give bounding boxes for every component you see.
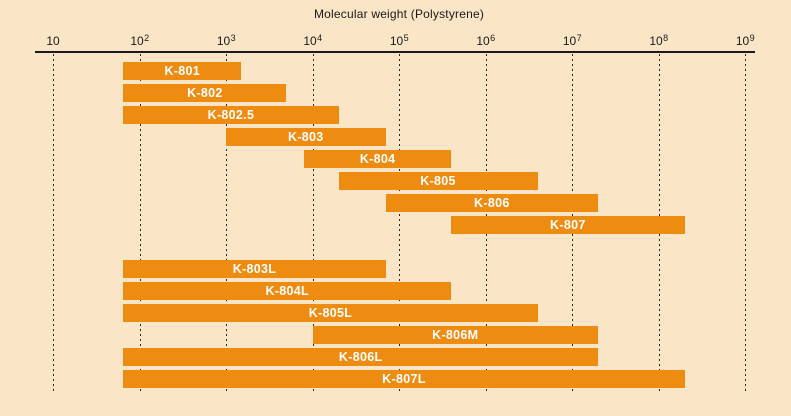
chart-title: Molecular weight (Polystyrene)	[313, 7, 485, 21]
x-axis-line	[35, 51, 755, 53]
x-tick-exponent: 9	[749, 33, 755, 43]
column-range-bar: K-803L	[123, 260, 386, 278]
x-tick-label: 105	[389, 33, 409, 49]
column-range-bar: K-804L	[123, 282, 452, 300]
column-range-bar: K-805L	[123, 304, 538, 322]
x-tick-base: 10	[735, 34, 750, 48]
bar-label: K-804L	[265, 284, 309, 298]
gridline	[399, 54, 400, 391]
bar-label: K-805L	[308, 306, 353, 320]
bar-label: K-803	[288, 130, 324, 144]
x-tick-base: 10	[216, 34, 231, 48]
gridline	[139, 54, 141, 391]
x-tick-base: 10	[130, 34, 144, 48]
bar-label: K-806M	[432, 328, 479, 342]
bar-label: K-803L	[232, 262, 277, 276]
x-tick-label: 102	[130, 33, 150, 49]
bar-label: K-806L	[338, 350, 383, 364]
x-tick-base: 10	[303, 34, 317, 48]
x-tick-base: 10	[649, 34, 663, 48]
x-tick-base: 10	[562, 34, 577, 48]
x-tick-exponent: 2	[144, 33, 150, 43]
x-tick-base: 10	[476, 34, 490, 48]
gridline	[745, 54, 746, 391]
column-range-bar: K-807	[451, 216, 685, 234]
x-tick-exponent: 8	[663, 33, 669, 43]
column-range-bar: K-806L	[123, 348, 599, 366]
column-range-bar: K-804	[304, 150, 452, 168]
bar-label: K-807	[550, 218, 586, 232]
gridline	[312, 54, 314, 391]
x-tick-label: 108	[649, 33, 669, 49]
x-tick-label: 106	[476, 33, 496, 49]
x-tick-exponent: 3	[230, 33, 236, 43]
bar-label: K-801	[164, 64, 201, 78]
x-tick-label: 10	[46, 34, 59, 48]
x-tick-exponent: 5	[403, 33, 409, 43]
bar-label: K-807L	[382, 372, 426, 386]
x-tick-exponent: 4	[317, 33, 323, 43]
x-tick-label: 109	[735, 33, 755, 49]
x-tick-label: 103	[216, 33, 236, 49]
x-tick-exponent: 6	[490, 33, 496, 43]
bar-label: K-802	[187, 86, 223, 100]
column-range-bar: K-801	[123, 62, 242, 80]
column-range-bar: K-805	[338, 172, 538, 190]
bar-label: K-802.5	[207, 108, 255, 122]
x-tick-exponent: 7	[576, 33, 582, 43]
gridline	[53, 54, 54, 391]
x-tick-label: 104	[303, 33, 323, 49]
bar-label: K-805	[420, 174, 456, 188]
bar-label: K-804	[359, 152, 396, 166]
column-range-bar: K-806	[385, 194, 599, 212]
column-range-bar: K-806M	[312, 326, 599, 344]
column-range-bar: K-802.5	[123, 106, 339, 124]
x-tick-base: 10	[389, 34, 404, 48]
column-range-bar: K-807L	[123, 370, 685, 388]
bar-label: K-806	[474, 196, 510, 210]
x-tick-base: 10	[46, 34, 60, 48]
gridline	[226, 54, 227, 391]
column-range-bar: K-803	[226, 128, 386, 146]
column-range-bar: K-802	[123, 84, 287, 102]
x-tick-label: 107	[562, 33, 582, 49]
